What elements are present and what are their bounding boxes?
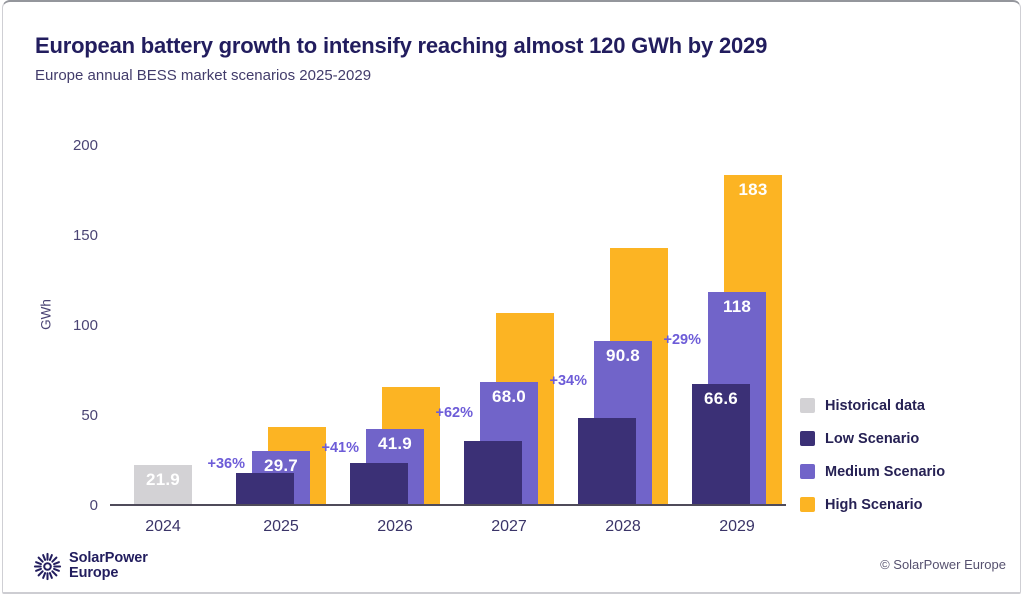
bar-low-scenario-2028 [578, 417, 636, 504]
legend-label: Historical data [825, 397, 925, 414]
bar-low-scenario-2027 [464, 441, 522, 504]
legend-label: High Scenario [825, 496, 923, 513]
logo-line1: SolarPower [69, 550, 148, 566]
y-tick-150: 150 [72, 227, 98, 244]
legend-swatch [800, 464, 815, 479]
bar-value-label: 29.7 [264, 455, 298, 475]
plot-area: 0 50 100 150 200 21.9 66.6 29.7 41.9 68.0 90.8 118 1… [73, 137, 786, 535]
legend-swatch [800, 497, 815, 512]
x-label-2027: 2027 [491, 518, 527, 535]
y-tick-100: 100 [72, 317, 98, 334]
bar-value-label: 68.0 [492, 386, 526, 406]
bar-value-label: 21.9 [146, 469, 180, 489]
legend-swatch [800, 398, 815, 413]
copyright-text: © SolarPower Europe [880, 557, 1006, 572]
legend-item-historical-data: Historical data [800, 397, 945, 414]
legend-item-medium-scenario: Medium Scenario [800, 463, 946, 480]
chart-title: European battery growth to intensify rea… [35, 33, 768, 58]
logo-line2: Europe [69, 565, 119, 581]
bar-value-label: 90.8 [606, 345, 640, 365]
growth-label-2025: +36% [207, 455, 246, 472]
y-tick-200: 200 [72, 137, 98, 154]
legend-swatch [800, 431, 815, 446]
bar-low-scenario-2026 [350, 462, 408, 504]
bar-value-label: 41.9 [378, 433, 412, 453]
growth-label-2028: +34% [549, 373, 588, 390]
legend-item-high-scenario: High Scenario [800, 496, 945, 513]
legend-label: Low Scenario [825, 430, 920, 447]
legend-label: Medium Scenario [825, 463, 946, 480]
logo-text: SolarPower Europe [69, 551, 148, 581]
x-label-2028: 2028 [605, 518, 641, 535]
x-label-2029: 2029 [719, 518, 755, 535]
chart-subtitle: Europe annual BESS market scenarios 2025… [35, 67, 372, 84]
growth-label-2027: +62% [435, 405, 474, 422]
bar-historical-data-2024: 21.9 [134, 464, 192, 504]
y-axis-label: GWh [38, 299, 54, 330]
growth-label-2026: +41% [321, 439, 360, 456]
bar-low-scenario-2025 [236, 473, 294, 504]
y-tick-50: 50 [81, 407, 98, 424]
x-label-2024: 2024 [145, 518, 181, 535]
y-tick-0: 0 [89, 497, 98, 514]
bar-value-label: 118 [722, 296, 752, 316]
bar-value-label: 66.6 [704, 389, 738, 409]
bar-low-scenario-2029: 66.6 [692, 384, 750, 504]
growth-label-2029: +29% [663, 331, 702, 348]
solarpower-logo: SolarPower Europe [33, 551, 148, 581]
x-label-2026: 2026 [377, 518, 413, 535]
legend-item-low-scenario: Low Scenario [800, 430, 945, 447]
legend: Historical data Low Scenario Medium Scenar… [800, 398, 945, 530]
x-label-2025: 2025 [263, 518, 299, 535]
solarpower-sunburst-icon [33, 552, 62, 580]
bar-value-label: 183 [738, 179, 768, 199]
